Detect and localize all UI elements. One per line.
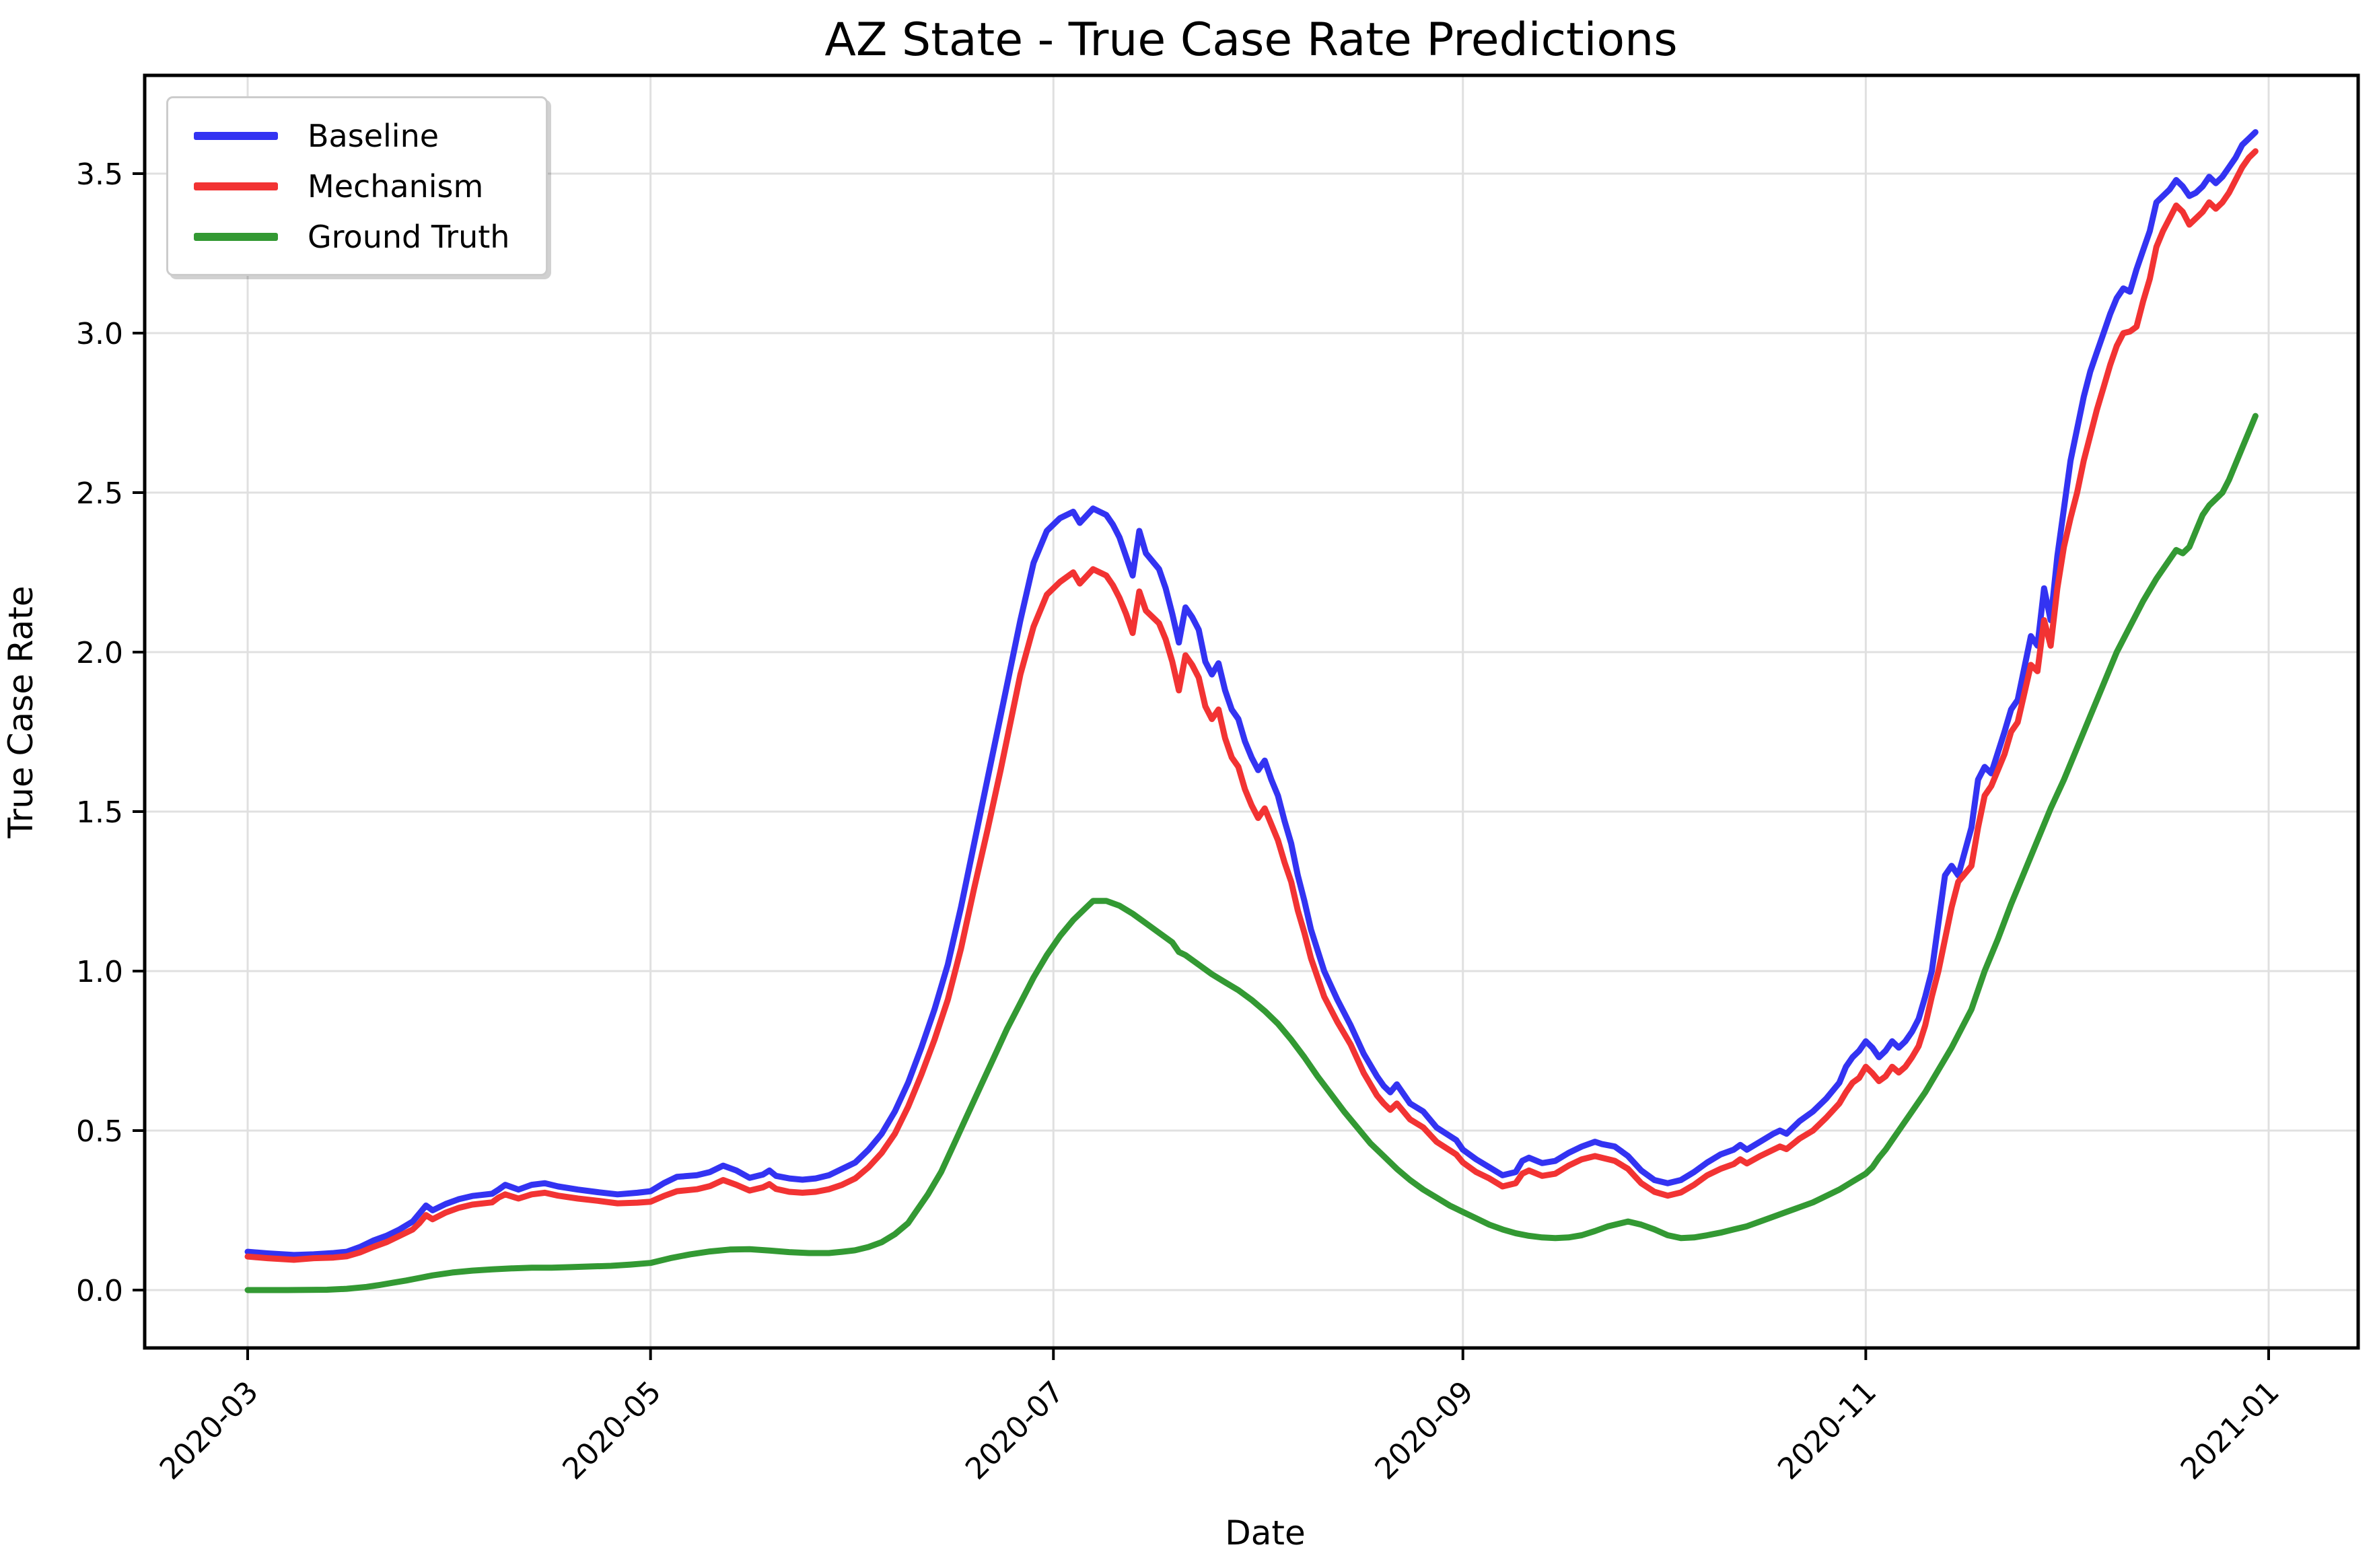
legend-item-baseline: Baseline [168, 118, 546, 154]
ground-truth-line-swatch [194, 232, 278, 241]
chart-title: AZ State - True Case Rate Predictions [824, 13, 1677, 67]
legend-item-ground-truth: Ground Truth [168, 219, 546, 255]
y-tick-label: 0.0 [76, 1274, 123, 1308]
data-series [244, 129, 2259, 1293]
x-tick-label: 2020-05 [556, 1375, 668, 1487]
x-tick-label: 2020-09 [1368, 1375, 1480, 1487]
axes-spines [143, 73, 2360, 1350]
x-tick-label: 2020-11 [1771, 1375, 1883, 1487]
tick-labels: 2020-03 2020-05 2020-07 2020-09 2020-11 2021-… [76, 157, 2286, 1487]
gridlines [145, 75, 2358, 1348]
x-tick-label: 2020-07 [959, 1375, 1071, 1487]
y-tick-label: 1.0 [76, 955, 123, 989]
y-tick-label: 1.5 [76, 795, 123, 830]
baseline-line-swatch [194, 131, 278, 140]
y-axis-label: True Case Rate [1, 586, 40, 839]
x-axis-label: Date [1225, 1513, 1306, 1553]
y-tick-label: 2.5 [76, 476, 123, 511]
y-tick-label: 3.0 [76, 317, 123, 351]
legend: Baseline Mechanism Ground Truth [166, 96, 548, 276]
y-tick-label: 0.5 [76, 1114, 123, 1149]
y-tick-label: 2.0 [76, 636, 123, 670]
axis-ticks [133, 172, 2270, 1360]
legend-label-ground-truth: Ground Truth [308, 218, 510, 255]
x-tick-label: 2020-03 [153, 1375, 265, 1487]
legend-label-baseline: Baseline [308, 117, 439, 154]
legend-label-mechanism: Mechanism [308, 168, 484, 205]
series-line-mechanism [244, 148, 2259, 1263]
mechanism-line-swatch [194, 182, 278, 190]
series-line-baseline [244, 129, 2259, 1258]
x-tick-label: 2021-01 [2174, 1375, 2286, 1487]
series-line-ground-truth [244, 413, 2259, 1293]
legend-item-mechanism: Mechanism [168, 168, 546, 205]
y-tick-label: 3.5 [76, 157, 123, 192]
plot-border [143, 73, 2360, 1350]
